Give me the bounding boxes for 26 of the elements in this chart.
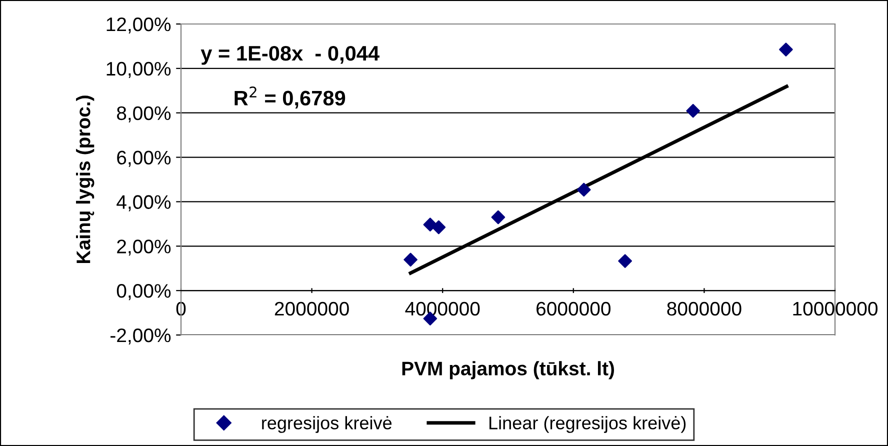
y-tick-label: 0,00% <box>116 284 171 300</box>
annotation: y = 1E-08x - 0,044 <box>200 46 380 65</box>
x-tick-label: 8000000 <box>667 302 742 316</box>
y-tick-label: 12,00% <box>106 17 171 34</box>
y-axis-title: Kainų lygis (proc.) <box>76 96 94 263</box>
x-tick-label: 10000000 <box>793 302 878 316</box>
x-tick-label: 6000000 <box>536 302 610 316</box>
y-tick-label: 10,00% <box>106 62 171 78</box>
point <box>404 252 418 267</box>
point <box>432 220 446 234</box>
x-tick-label: 2000000 <box>274 302 349 316</box>
y-tick-label: -2,00% <box>110 328 171 345</box>
y-tick-label: 6,00% <box>117 150 171 167</box>
annotation: R$^{2}$ = 0,6789 <box>234 86 346 109</box>
y-tick-label: 4,00% <box>116 195 171 212</box>
point <box>686 104 700 118</box>
legend-label: Linear (regresijos kreivė) <box>490 416 686 433</box>
x-axis-title: PVM pajamos (tūkst. lt) <box>402 361 614 380</box>
point <box>576 182 591 197</box>
legend-label: regresijos kreivė <box>262 416 392 433</box>
point <box>779 42 793 56</box>
x-tick-label: 4000000 <box>405 302 480 316</box>
point <box>618 254 632 268</box>
point <box>491 210 506 224</box>
y-tick-label: 2,00% <box>117 240 171 256</box>
y-tick-label: 8,00% <box>116 106 171 122</box>
